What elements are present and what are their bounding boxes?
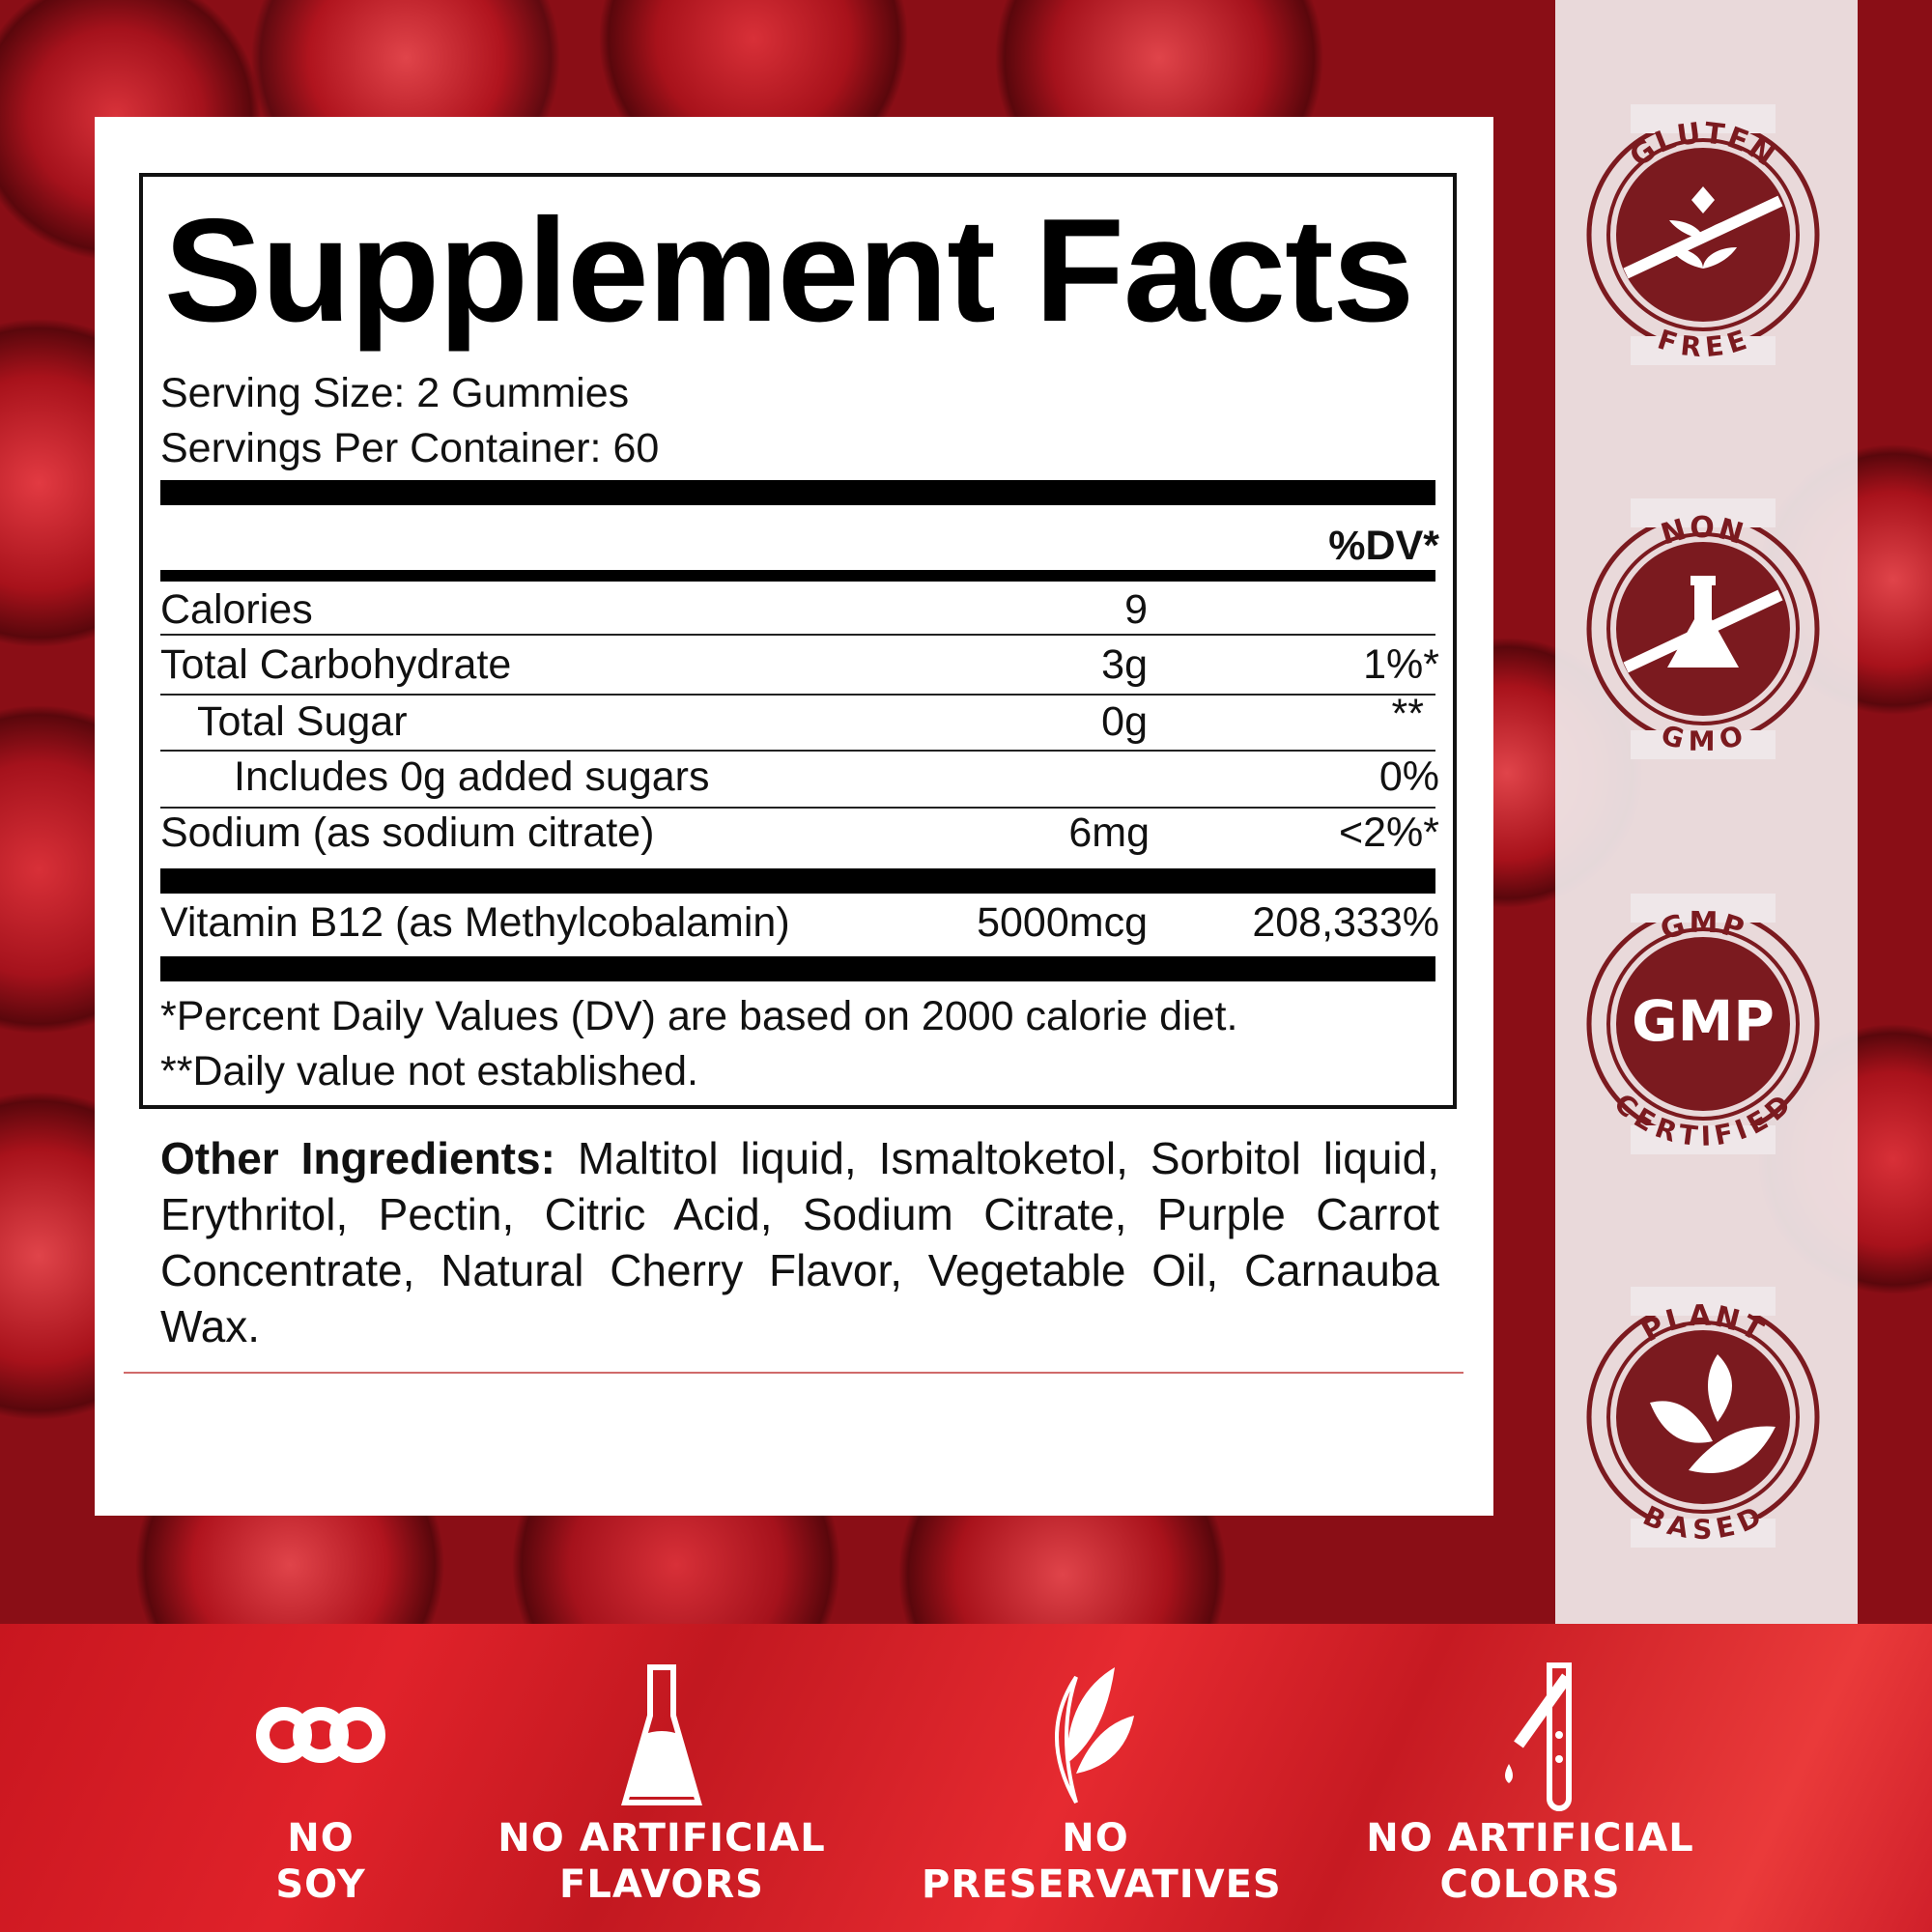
serving-size: Serving Size: 2 Gummies <box>160 370 630 416</box>
dropper-test-tube-icon <box>1505 1662 1572 1811</box>
row-name: Total Carbohydrate <box>160 641 512 688</box>
row-amount: 6mg <box>1068 810 1150 856</box>
ingredients-text: Maltitol liquid, Ismaltoketol, Sorbitol … <box>160 1133 1439 1351</box>
row-dv: <2%* <box>1339 810 1439 856</box>
ingredients-label: Other Ingredients: <box>160 1133 555 1183</box>
row-name: Sodium (as sodium citrate) <box>160 810 655 856</box>
label-card <box>95 117 1493 1516</box>
divider <box>160 807 1435 809</box>
divider <box>160 570 1435 582</box>
row-name: Vitamin B12 (as Methylcobalamin) <box>160 899 790 946</box>
facts-title: Supplement Facts <box>164 188 1414 353</box>
badge-plant-based: PLANT BASED <box>1573 1287 1833 1548</box>
divider <box>160 956 1435 981</box>
divider <box>160 480 1435 505</box>
divider <box>160 634 1435 636</box>
soybean-icon <box>256 1707 385 1763</box>
feature-label: NO PRESERVATIVES <box>922 1816 1282 1907</box>
flask-icon <box>621 1664 702 1805</box>
servings-per-container: Servings Per Container: 60 <box>160 425 660 471</box>
row-amount: 3g <box>1101 641 1148 688</box>
row-amount: 5000mcg <box>977 899 1148 946</box>
other-ingredients: Other Ingredients: Maltitol liquid, Isma… <box>160 1130 1439 1354</box>
divider <box>160 694 1435 696</box>
features-band: NO SOY NO ARTIFICIAL FLAVORS NO PRESERVATIV… <box>0 1624 1932 1932</box>
row-dv: ** <box>1391 691 1424 737</box>
row-amount: 0g <box>1101 698 1148 745</box>
footnote-dv: *Percent Daily Values (DV) are based on … <box>160 993 1238 1039</box>
divider <box>160 868 1435 894</box>
leaves-icon <box>1650 1354 1776 1473</box>
dv-header: %DV* <box>1328 523 1439 569</box>
row-name: Calories <box>160 586 313 633</box>
feature-label: NO SOY <box>275 1816 366 1907</box>
row-dv: 208,333% <box>1252 899 1439 946</box>
badge-non-gmo: NON GMO <box>1573 498 1833 759</box>
leaf-icon <box>1055 1667 1134 1804</box>
badge-center-text: GMP <box>1632 988 1775 1054</box>
badge-gmp-certified: GMP GMP CERTIFIED <box>1573 894 1833 1154</box>
row-name: Includes 0g added sugars <box>234 753 710 800</box>
feature-label: NO ARTIFICIAL COLORS <box>1366 1816 1694 1907</box>
badge-gluten-free: GLUTEN FREE <box>1573 104 1833 365</box>
divider <box>160 750 1435 752</box>
row-name: Total Sugar <box>197 698 408 745</box>
flask-icon <box>1623 576 1783 673</box>
row-dv: 1%* <box>1363 641 1439 688</box>
footnote-not-established: **Daily value not established. <box>160 1048 698 1094</box>
row-amount: 9 <box>1124 586 1148 633</box>
divider <box>124 1372 1463 1374</box>
feature-label: NO ARTIFICIAL FLAVORS <box>497 1816 826 1907</box>
row-dv: 0% <box>1378 753 1439 800</box>
supplement-facts-panel: Supplement Facts Serving Size: 2 Gummies… <box>139 173 1457 1109</box>
wheat-icon <box>1623 186 1783 279</box>
